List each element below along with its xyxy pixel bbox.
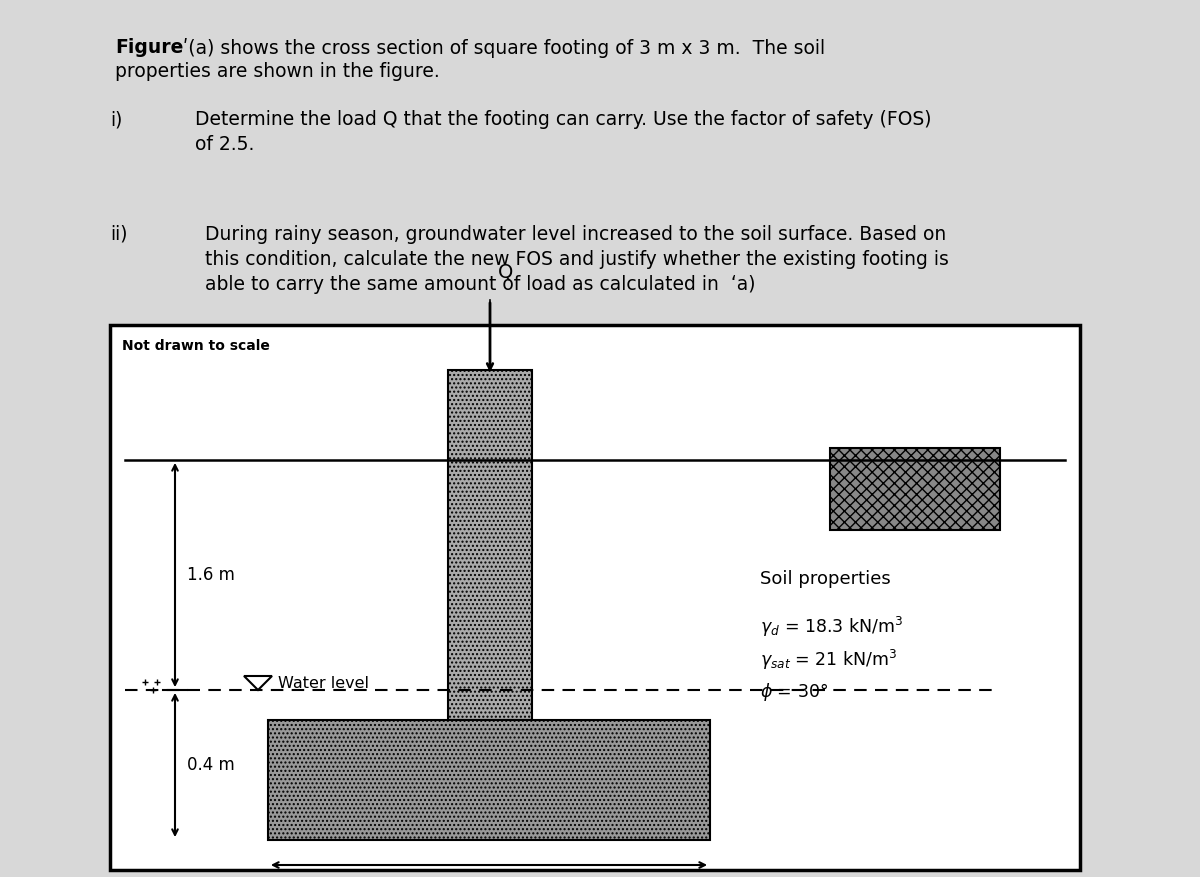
Text: properties are shown in the figure.: properties are shown in the figure. bbox=[115, 62, 439, 81]
Text: 0.4 m: 0.4 m bbox=[187, 756, 235, 774]
Text: able to carry the same amount of load as calculated in  ʻa): able to carry the same amount of load as… bbox=[205, 275, 756, 294]
Text: Soil properties: Soil properties bbox=[760, 570, 890, 588]
Text: 1.6 m: 1.6 m bbox=[187, 566, 235, 584]
Text: Q: Q bbox=[498, 263, 514, 282]
Text: Water level: Water level bbox=[278, 675, 370, 690]
Text: ʹ(a) shows the cross section of square footing of 3 m x 3 m.  The soil: ʹ(a) shows the cross section of square f… bbox=[178, 38, 826, 58]
Bar bbox=[830, 448, 1000, 530]
Text: Figure: Figure bbox=[115, 38, 184, 57]
Bar bbox=[110, 325, 1080, 870]
Bar bbox=[448, 370, 532, 720]
Text: $\phi$ = 30°: $\phi$ = 30° bbox=[760, 681, 828, 703]
Text: Not drawn to scale: Not drawn to scale bbox=[122, 339, 270, 353]
Text: this condition, calculate the new FOS and justify whether the existing footing i: this condition, calculate the new FOS an… bbox=[205, 250, 949, 269]
Text: Determine the load Q that the footing can carry. Use the factor of safety (FOS): Determine the load Q that the footing ca… bbox=[194, 110, 931, 129]
Text: $\gamma_{sat}$ = 21 kN/m$^3$: $\gamma_{sat}$ = 21 kN/m$^3$ bbox=[760, 648, 898, 672]
Bar bbox=[268, 720, 710, 840]
Text: ii): ii) bbox=[110, 225, 127, 244]
Text: of 2.5.: of 2.5. bbox=[194, 135, 254, 154]
Text: $\gamma_d$ = 18.3 kN/m$^3$: $\gamma_d$ = 18.3 kN/m$^3$ bbox=[760, 615, 904, 639]
Text: i): i) bbox=[110, 110, 122, 129]
Text: During rainy season, groundwater level increased to the soil surface. Based on: During rainy season, groundwater level i… bbox=[205, 225, 947, 244]
